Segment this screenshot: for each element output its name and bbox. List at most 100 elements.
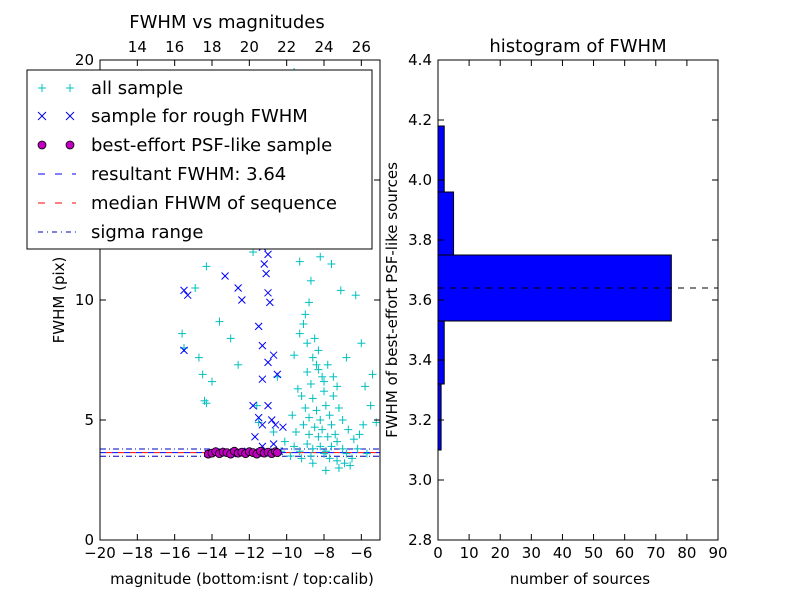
rough-sample-point-21 — [254, 413, 263, 422]
rough-sample-point-27 — [251, 432, 259, 441]
all-sample-point-59 — [312, 360, 321, 369]
rough-sample-point-12-b — [264, 288, 272, 297]
rough-sample-point-18-b — [273, 370, 282, 379]
all-sample-point-78 — [301, 404, 310, 412]
scatter-top-tick-label-3: 20 — [240, 38, 259, 56]
all-sample-point-10 — [234, 360, 243, 369]
all-sample-point-101 — [325, 454, 334, 463]
scatter-x-tick-label-0: −20 — [84, 544, 116, 562]
legend-marker-rough-b-b — [65, 111, 75, 121]
all-sample-point-50 — [293, 384, 302, 393]
scatter-panel: −20−18−16−14−12−10−8−6 05101520 14161820… — [26, 12, 381, 588]
histogram-bar-1 — [437, 320, 445, 385]
rough-sample-point-23 — [264, 401, 272, 410]
scatter-points — [178, 68, 381, 475]
histogram-x-tick-label-9: 90 — [708, 544, 727, 562]
histogram-x-tick-label-8: 80 — [677, 544, 696, 562]
rough-sample-point-4 — [234, 284, 242, 292]
all-sample-point-87 — [355, 430, 364, 439]
all-sample-point-16 — [254, 418, 263, 427]
histogram-y-tick-label-7: 4.2 — [408, 111, 432, 129]
scatter-top-tick-label-0: 14 — [128, 38, 147, 56]
scatter-y-axis-label: FWHM (pix) — [50, 257, 68, 344]
all-sample-point-66 — [333, 437, 342, 446]
all-sample-point-42 — [334, 464, 343, 472]
all-sample-point-109 — [321, 447, 330, 456]
all-sample-point-80 — [310, 423, 319, 432]
all-sample-point-99 — [308, 444, 317, 453]
scatter-x-ticks: −20 −18 −16 −14 −12 −10 −8 −6 — [84, 534, 372, 562]
all-sample-point-91 — [314, 365, 323, 374]
all-sample-point-49 — [288, 411, 297, 420]
legend-markers — [37, 84, 76, 233]
histogram-bar-4 — [437, 125, 445, 193]
rough-sample-point-24 — [267, 416, 276, 424]
all-sample-point-70 — [303, 368, 312, 376]
histogram-y-tick-label-1: 3.0 — [408, 471, 432, 489]
histogram-y-tick-label-4: 3.6 — [408, 291, 432, 309]
all-sample-point-60 — [318, 372, 327, 381]
all-sample-point-86 — [349, 435, 358, 444]
all-sample-point-15 — [252, 401, 261, 410]
all-sample-point-4 — [198, 370, 207, 379]
histogram-y-axis-label: FWHM of best-effort PSF-like sources — [383, 162, 401, 438]
all-sample-point-89 — [303, 339, 312, 348]
rough-sample-point-17 — [269, 351, 278, 360]
rough-sample-point-26-b — [279, 423, 287, 432]
scatter-x-tick-label-7: −6 — [350, 544, 372, 562]
all-sample-point-48 — [280, 437, 289, 446]
scatter-top-tick-label-1: 16 — [165, 38, 184, 56]
all-sample-point-84 — [338, 416, 347, 424]
all-sample-point-85 — [344, 425, 353, 434]
scatter-x-axis-label: magnitude (bottom:isnt / top:calib) — [110, 570, 374, 588]
all-sample-point-46 — [286, 452, 295, 460]
all-sample-point-58 — [314, 346, 323, 355]
rough-sample-point-3 — [221, 272, 229, 280]
scatter-top-tick-label-5: 24 — [314, 38, 333, 56]
legend-label-sigma-range: sigma range — [91, 222, 203, 243]
all-sample-point-73 — [312, 406, 321, 415]
all-sample-point-39 — [366, 401, 375, 410]
rough-sample-point-14 — [254, 322, 263, 331]
all-sample-point-41 — [362, 449, 371, 458]
all-sample-point-83 — [334, 404, 343, 412]
scatter-top-tick-label-2: 18 — [202, 38, 221, 56]
legend-marker-rough-a-b — [37, 111, 47, 121]
all-sample-point-111 — [295, 447, 304, 456]
rough-sample-point-16-b — [264, 358, 272, 367]
all-sample-point-103 — [340, 459, 349, 468]
legend-marker-rough-a — [37, 111, 47, 121]
all-sample-point-105 — [299, 420, 308, 429]
all-sample-point-62 — [321, 401, 330, 410]
all-sample-point-76 — [323, 432, 332, 441]
all-sample-point-79 — [305, 413, 314, 422]
histogram-x-axis-label: number of sources — [510, 570, 650, 588]
rough-sample-point-19 — [258, 375, 267, 384]
legend-marker-psf-b — [65, 140, 75, 150]
all-sample-point-34 — [342, 353, 351, 362]
rough-sample-point-1 — [183, 291, 192, 300]
histogram-panel: 0 10 20 30 40 50 60 70 80 90 2.8 3.0 3.2 3.4 3.6 3.8 4.… — [383, 36, 728, 588]
all-sample-point-36 — [361, 382, 370, 391]
all-sample-point-55 — [306, 276, 315, 285]
all-sample-point-110 — [327, 442, 336, 451]
all-sample-point-29 — [316, 252, 325, 261]
all-sample-point-102 — [333, 456, 342, 465]
legend-box — [26, 69, 373, 250]
all-sample-point-9 — [226, 334, 235, 343]
legend-marker-rough-b — [65, 111, 75, 121]
histogram-x-tick-label-4: 40 — [553, 544, 572, 562]
all-sample-point-35 — [357, 339, 366, 348]
legend-label-psf-sample: best-effort PSF-like sample — [91, 135, 332, 156]
rough-sample-point-21-b — [254, 413, 263, 422]
histogram-title: histogram of FWHM — [489, 36, 666, 57]
rough-sample-point-2 — [180, 346, 188, 355]
all-sample-point-96 — [292, 428, 300, 436]
scatter-x-tick-label-1: −18 — [122, 544, 154, 562]
all-sample-point-74 — [316, 416, 325, 424]
rough-sample-point-23-b — [264, 401, 272, 410]
all-sample-point-37 — [368, 370, 377, 379]
rough-sample-point-20-b — [249, 401, 257, 410]
histogram-y-ticks: 2.8 3.0 3.2 3.4 3.6 3.8 4.0 4.2 4.4 — [408, 51, 718, 549]
all-sample-point-40 — [353, 444, 362, 453]
